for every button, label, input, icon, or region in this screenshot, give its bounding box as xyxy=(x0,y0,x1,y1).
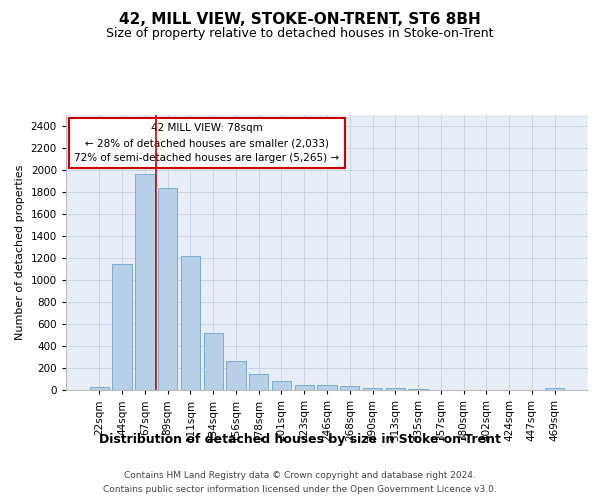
Text: Contains public sector information licensed under the Open Government Licence v3: Contains public sector information licen… xyxy=(103,485,497,494)
Bar xyxy=(112,264,132,390)
Bar xyxy=(181,256,200,390)
Bar xyxy=(363,388,382,390)
Bar xyxy=(249,374,268,390)
Text: Distribution of detached houses by size in Stoke-on-Trent: Distribution of detached houses by size … xyxy=(99,432,501,446)
Bar xyxy=(272,381,291,390)
Bar xyxy=(545,388,564,390)
Bar xyxy=(135,174,155,390)
Y-axis label: Number of detached properties: Number of detached properties xyxy=(15,165,25,340)
Bar xyxy=(203,334,223,390)
Bar xyxy=(90,386,109,390)
Text: 42 MILL VIEW: 78sqm
← 28% of detached houses are smaller (2,033)
72% of semi-det: 42 MILL VIEW: 78sqm ← 28% of detached ho… xyxy=(74,123,340,163)
Bar xyxy=(317,385,337,390)
Bar xyxy=(386,388,405,390)
Bar xyxy=(158,188,178,390)
Text: Contains HM Land Registry data © Crown copyright and database right 2024.: Contains HM Land Registry data © Crown c… xyxy=(124,471,476,480)
Bar xyxy=(295,384,314,390)
Text: 42, MILL VIEW, STOKE-ON-TRENT, ST6 8BH: 42, MILL VIEW, STOKE-ON-TRENT, ST6 8BH xyxy=(119,12,481,28)
Bar xyxy=(340,386,359,390)
Bar xyxy=(226,361,245,390)
Text: Size of property relative to detached houses in Stoke-on-Trent: Size of property relative to detached ho… xyxy=(106,28,494,40)
Bar xyxy=(409,389,428,390)
